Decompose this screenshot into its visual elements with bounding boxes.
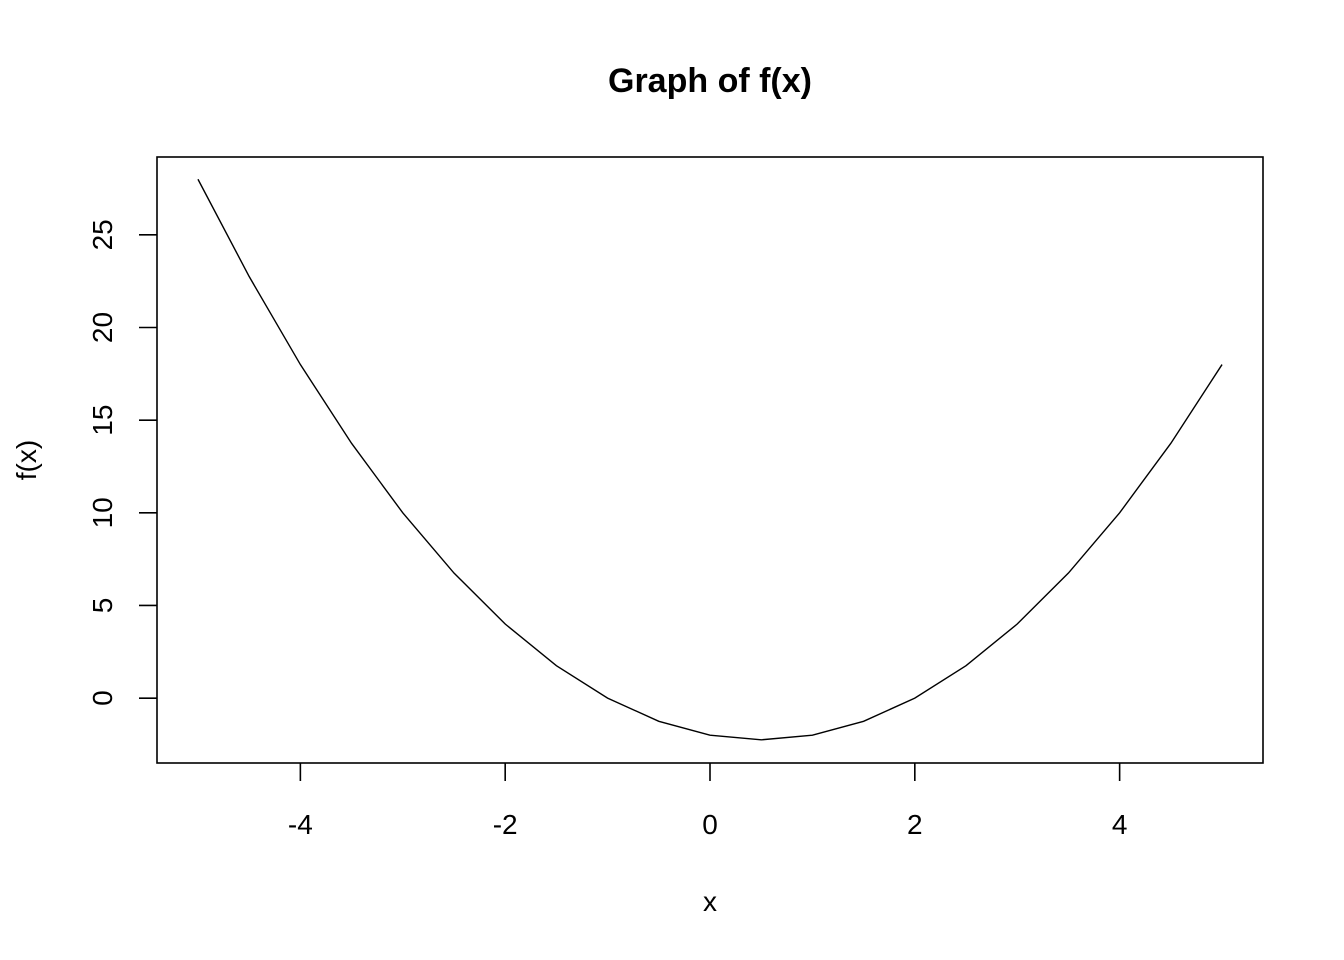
plot-frame <box>156 156 1264 764</box>
x-tick-label: -4 <box>288 809 313 840</box>
x-tick-label: 4 <box>1112 809 1128 840</box>
y-axis: 0 5 10 15 20 25 <box>87 219 157 706</box>
y-tick-label: 0 <box>87 690 118 706</box>
x-axis: -4 -2 0 2 4 <box>288 763 1128 840</box>
y-tick-label: 25 <box>87 219 118 250</box>
y-tick-label: 10 <box>87 497 118 528</box>
x-tick-label: 0 <box>702 809 718 840</box>
y-tick-label: 5 <box>87 598 118 614</box>
y-axis-label: f(x) <box>11 440 42 480</box>
x-tick-label: -2 <box>493 809 518 840</box>
chart-title: Graph of f(x) <box>608 62 812 100</box>
series-line <box>197 178 1223 741</box>
x-axis-label: x <box>703 886 717 917</box>
x-tick-label: 2 <box>907 809 923 840</box>
y-tick-label: 15 <box>87 405 118 436</box>
y-tick-label: 20 <box>87 312 118 343</box>
